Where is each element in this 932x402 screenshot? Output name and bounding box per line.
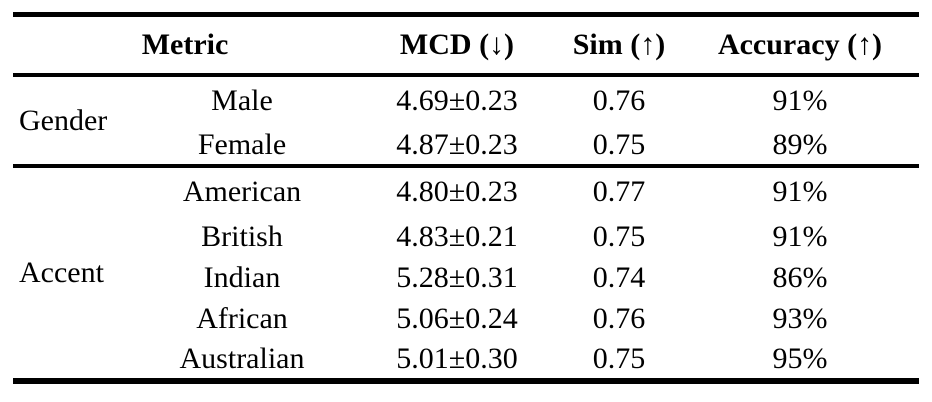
sim-cell: 0.75 [592,219,646,253]
accuracy-cell: 91% [772,219,828,253]
metric-cell: British [201,219,283,253]
table-row-female: Female 4.87±0.23 0.75 89% [13,125,919,166]
accuracy-cell: 89% [772,127,828,161]
mcd-cell: 4.87±0.23 [396,127,518,161]
mcd-cell: 4.69±0.23 [396,84,518,117]
accuracy-cell: 91% [772,84,828,117]
sim-cell: 0.74 [592,260,646,294]
sim-cell: 0.76 [592,301,646,335]
mcd-cell: 5.28±0.31 [396,260,518,294]
mcd-cell: 5.01±0.30 [396,341,518,375]
metric-cell: Male [211,84,273,117]
gender-section: Gender Male 4.69±0.23 0.76 91% Female 4.… [13,75,919,166]
column-header-metric: Metric [141,28,229,61]
table-row-male: Gender Male 4.69±0.23 0.76 91% [13,75,919,136]
metric-cell: American [182,175,302,208]
column-header-sim: Sim (↑) [572,28,666,61]
group-label-accent: Accent [19,256,104,289]
mcd-cell: 4.83±0.21 [396,219,518,253]
table-row-african: African 5.06±0.24 0.76 93% [13,298,919,339]
accent-section: Accent American 4.80±0.23 0.77 91% Briti… [13,166,919,381]
column-header-accuracy: Accuracy (↑) [717,28,883,61]
accuracy-cell: 95% [772,341,828,375]
accuracy-cell: 91% [772,175,828,208]
table-row-british: British 4.83±0.21 0.75 91% [13,216,919,257]
column-header-mcd: MCD (↓) [399,28,515,61]
metric-cell: Australian [179,341,305,375]
metric-cell: African [196,301,288,335]
group-label-gender: Gender [19,103,108,137]
table-row-australian: Australian 5.01±0.30 0.75 95% [13,339,919,381]
table-header: Metric MCD (↓) Sim (↑) Accuracy (↑) [13,15,919,75]
accuracy-cell: 86% [772,260,828,294]
metric-cell: Indian [203,260,281,294]
header-row: Metric MCD (↓) Sim (↑) Accuracy (↑) [13,15,919,75]
accuracy-cell: 93% [772,301,828,335]
sim-cell: 0.75 [592,341,646,375]
table-row-indian: Indian 5.28±0.31 0.74 86% [13,257,919,298]
sim-cell: 0.76 [592,84,646,117]
metric-cell: Female [197,127,287,161]
results-table: Metric MCD (↓) Sim (↑) Accuracy (↑) Gend… [13,12,919,384]
mcd-cell: 5.06±0.24 [396,301,518,335]
table-row-american: Accent American 4.80±0.23 0.77 91% [13,166,919,288]
mcd-cell: 4.80±0.23 [396,175,518,208]
sim-cell: 0.75 [592,127,646,161]
sim-cell: 0.77 [592,175,646,208]
